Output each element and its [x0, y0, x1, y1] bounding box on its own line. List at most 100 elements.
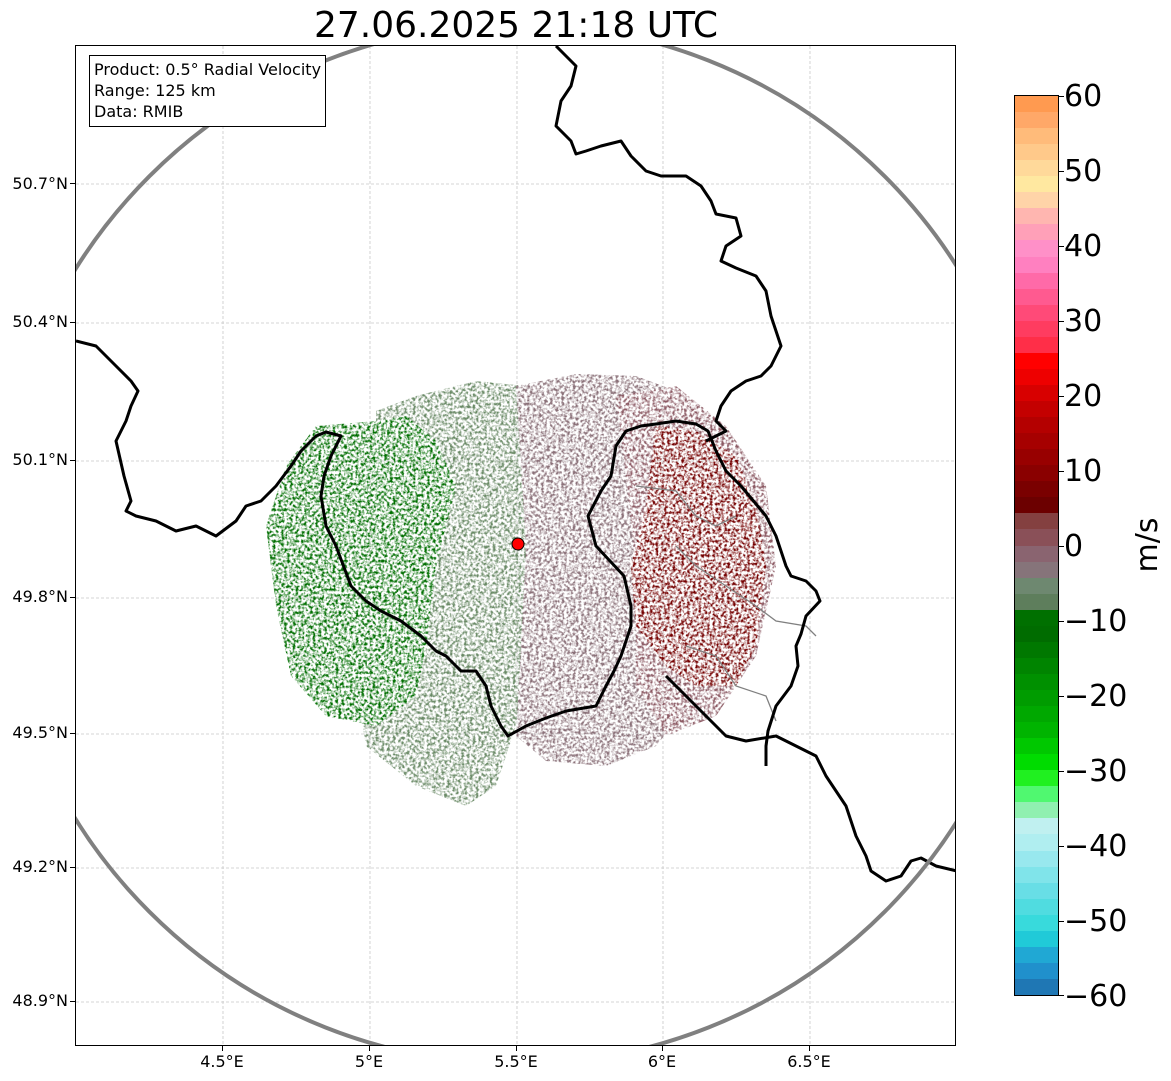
lon-tick-mark	[369, 1046, 370, 1051]
colorbar-segment	[1015, 577, 1058, 595]
colorbar-segment	[1015, 336, 1058, 354]
colorbar-segment	[1015, 625, 1058, 643]
colorbar-segment	[1015, 288, 1058, 306]
info-data: Data: RMIB	[94, 102, 184, 121]
info-range: Range: 125 km	[94, 81, 216, 100]
colorbar-segment	[1015, 561, 1058, 579]
radar-map[interactable]	[75, 45, 956, 1046]
colorbar-segment	[1015, 738, 1058, 755]
colorbar-segment	[1015, 706, 1058, 723]
colorbar-segment	[1015, 368, 1058, 386]
lat-tick-mark	[70, 867, 75, 868]
lon-tick-label: 6°E	[647, 1052, 677, 1071]
colorbar-tick-mark	[1059, 995, 1064, 996]
colorbar-segment	[1015, 834, 1058, 852]
colorbar-segment	[1015, 609, 1058, 627]
colorbar-tick-label: 50	[1064, 154, 1103, 189]
colorbar-segment	[1015, 802, 1058, 819]
lon-tick-label: 6.5°E	[787, 1052, 831, 1071]
colorbar-tick-label: −30	[1064, 754, 1128, 789]
colorbar-label: m/s	[1130, 517, 1165, 573]
colorbar-segment	[1015, 176, 1058, 193]
colorbar-segment	[1015, 465, 1058, 482]
info-product: Product: 0.5° Radial Velocity	[94, 60, 322, 79]
radar-map-svg	[76, 46, 955, 1045]
echo-dark-red	[631, 426, 766, 686]
colorbar-tick-mark	[1059, 846, 1064, 847]
colorbar-segment	[1015, 786, 1058, 803]
colorbar-segment	[1015, 417, 1058, 434]
borders	[76, 46, 955, 883]
lat-tick-label: 49.2°N	[12, 857, 68, 876]
colorbar-segment	[1015, 433, 1058, 450]
inner-boundaries	[635, 485, 817, 722]
lat-tick-label: 50.7°N	[12, 174, 68, 193]
colorbar-segment	[1015, 401, 1058, 418]
colorbar-segment	[1015, 754, 1058, 771]
colorbar-segment	[1015, 641, 1058, 659]
lon-tick-mark	[222, 1046, 223, 1051]
lat-tick-label: 49.5°N	[12, 723, 68, 742]
colorbar-tick-mark	[1059, 546, 1064, 547]
colorbar-tick-mark	[1059, 471, 1064, 472]
lat-tick-mark	[70, 733, 75, 734]
lon-tick-mark	[516, 1046, 517, 1051]
colorbar-tick-mark	[1059, 246, 1064, 247]
echo-green-strong	[266, 416, 456, 726]
colorbar-segment	[1015, 898, 1058, 916]
lat-tick-mark	[70, 597, 75, 598]
colorbar-tick-label: 0	[1064, 529, 1084, 564]
chart-title: 27.06.2025 21:18 UTC	[313, 5, 719, 46]
colorbar-tick-label: 10	[1064, 454, 1103, 489]
lon-tick-label: 4.5°E	[200, 1052, 244, 1071]
colorbar-tick-label: 40	[1064, 229, 1103, 264]
lon-tick-label: 5°E	[354, 1052, 384, 1071]
lon-tick-label: 5.5°E	[494, 1052, 538, 1071]
colorbar-segment	[1015, 497, 1058, 514]
colorbar-segment	[1015, 160, 1058, 177]
lat-tick-mark	[70, 1001, 75, 1002]
colorbar-segment	[1015, 352, 1058, 370]
colorbar-segment	[1015, 96, 1058, 113]
colorbar-tick-label: −50	[1064, 904, 1128, 939]
velocity-colorbar	[1014, 95, 1059, 996]
colorbar-tick-label: −60	[1064, 979, 1128, 1014]
radar-echoes	[266, 374, 776, 806]
colorbar-tick-label: −20	[1064, 679, 1128, 714]
colorbar-segment	[1015, 272, 1058, 290]
lat-tick-label: 48.9°N	[12, 991, 68, 1010]
lat-tick-label: 50.1°N	[12, 450, 68, 469]
colorbar-segment	[1015, 673, 1058, 691]
colorbar-tick-mark	[1059, 621, 1064, 622]
radar-site-marker[interactable]	[511, 537, 525, 551]
colorbar-segment	[1015, 256, 1058, 274]
colorbar-segment	[1015, 689, 1058, 707]
colorbar-tick-mark	[1059, 321, 1064, 322]
colorbar-segment	[1015, 208, 1058, 226]
colorbar-segment	[1015, 513, 1058, 531]
colorbar-tick-mark	[1059, 771, 1064, 772]
lat-tick-label: 50.4°N	[12, 312, 68, 331]
colorbar-tick-mark	[1059, 96, 1064, 97]
colorbar-segment	[1015, 818, 1058, 836]
colorbar-segment	[1015, 224, 1058, 242]
colorbar-tick-mark	[1059, 696, 1064, 697]
colorbar-tick-mark	[1059, 921, 1064, 922]
colorbar-tick-mark	[1059, 396, 1064, 397]
colorbar-tick-label: 60	[1064, 79, 1103, 114]
colorbar-segment	[1015, 529, 1058, 547]
lat-tick-mark	[70, 322, 75, 323]
colorbar-segment	[1015, 914, 1058, 932]
colorbar-tick-label: −40	[1064, 829, 1128, 864]
colorbar-segment	[1015, 657, 1058, 675]
colorbar-segment	[1015, 962, 1058, 980]
colorbar-segment	[1015, 128, 1058, 145]
colorbar-segment	[1015, 112, 1058, 129]
colorbar-segment	[1015, 946, 1058, 964]
colorbar-segment	[1015, 850, 1058, 868]
colorbar-tick-label: 20	[1064, 379, 1103, 414]
colorbar-segment	[1015, 144, 1058, 161]
colorbar-tick-label: 30	[1064, 304, 1103, 339]
colorbar-segment	[1015, 978, 1058, 995]
colorbar-segment	[1015, 770, 1058, 787]
